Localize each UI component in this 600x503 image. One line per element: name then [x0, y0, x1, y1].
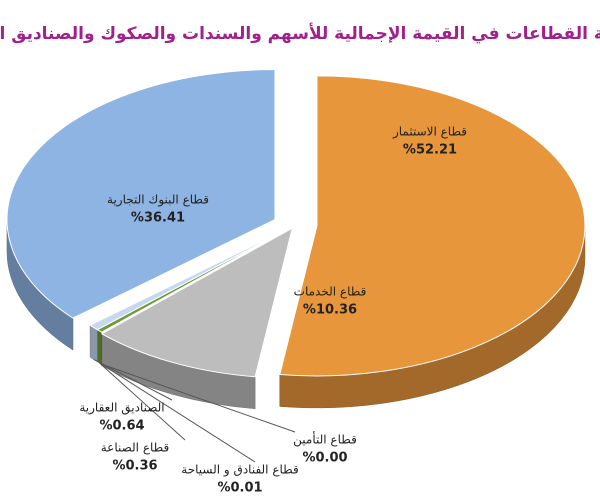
leader-line [99, 362, 186, 441]
slice-label: قطاع الفنادق و السياحة [181, 463, 298, 478]
slice-label: قطاع الاستثمار [392, 125, 467, 140]
leader-line [93, 359, 173, 401]
slice-label: الصناديق العقارية [79, 401, 164, 416]
slice-side [89, 324, 98, 363]
value-label: %0.01 [217, 481, 262, 496]
slice-label: قطاع التأمين [293, 431, 357, 448]
slice-label: قطاع البنوك التجارية [107, 193, 209, 208]
value-label: %52.21 [403, 143, 457, 158]
slice [279, 75, 586, 377]
value-label: %10.36 [303, 303, 357, 318]
slice [100, 227, 294, 378]
leader-line [101, 363, 296, 433]
value-label: %0.64 [99, 419, 144, 434]
slice [89, 226, 293, 331]
value-label: %0.00 [302, 451, 347, 466]
slice [6, 69, 276, 319]
value-label: %0.36 [112, 459, 157, 474]
leader-line [101, 363, 256, 463]
chart-title: مساهمة القطاعات في القيمة الإجمالية للأس… [0, 23, 600, 44]
slice-label: قطاع الخدمات [294, 285, 367, 299]
value-label: %36.41 [131, 211, 185, 226]
slice-label: قطاع الصناعة [101, 441, 169, 455]
slice-side [97, 329, 102, 365]
